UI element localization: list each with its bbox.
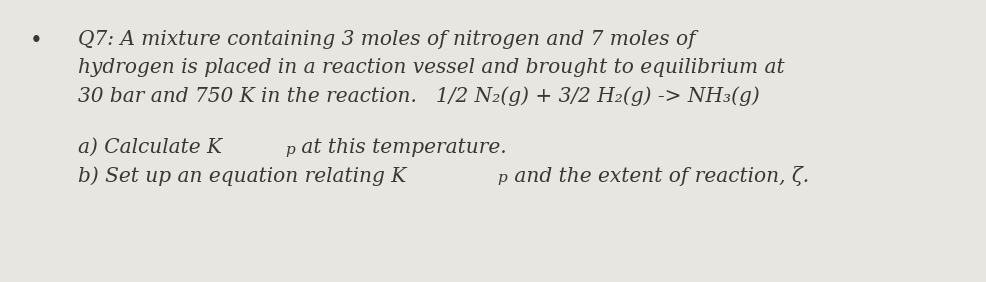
Text: Q7: A mixture containing 3 moles of nitrogen and 7 moles of: Q7: A mixture containing 3 moles of nitr… [78,30,696,49]
Text: at this temperature.: at this temperature. [295,138,507,157]
Text: p: p [285,143,295,157]
Text: a) Calculate K: a) Calculate K [78,138,222,157]
Text: and the extent of reaction, ζ.: and the extent of reaction, ζ. [508,166,810,186]
Text: b) Set up an equation relating K: b) Set up an equation relating K [78,166,406,186]
Text: p: p [497,171,507,185]
Text: 30 bar and 750 K in the reaction.   1/2 N₂(g) + 3/2 H₂(g) -> NH₃(g): 30 bar and 750 K in the reaction. 1/2 N₂… [78,86,760,106]
Text: •: • [30,30,42,52]
Text: hydrogen is placed in a reaction vessel and brought to equilibrium at: hydrogen is placed in a reaction vessel … [78,58,785,77]
